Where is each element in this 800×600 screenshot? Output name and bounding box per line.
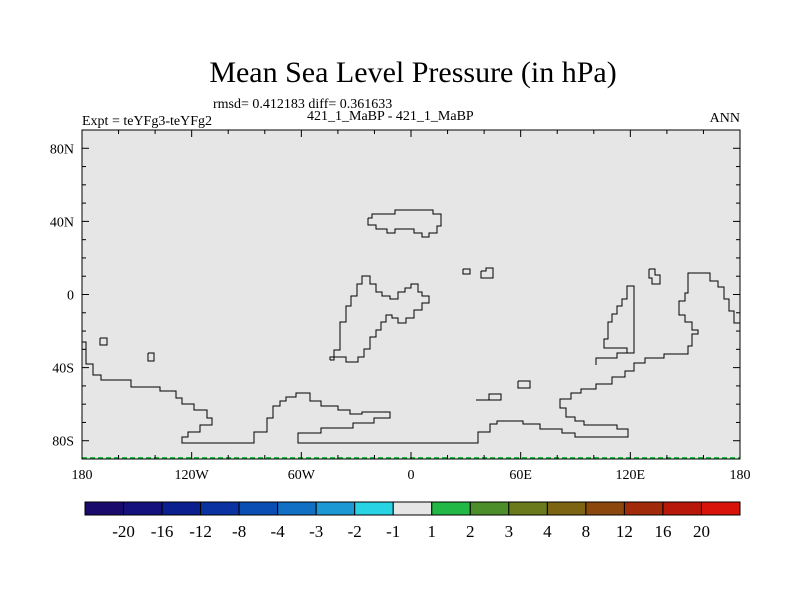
x-tick-label: 180 <box>730 468 751 483</box>
x-tick-label: 120E <box>616 468 646 483</box>
colorbar-swatch <box>200 501 240 516</box>
map-background <box>82 130 740 459</box>
colorbar-label: -1 <box>386 522 400 541</box>
colorbar-swatch <box>123 501 163 516</box>
colorbar-label: 20 <box>693 522 710 541</box>
colorbar-swatch <box>585 501 625 516</box>
x-tick-label: 60W <box>288 468 316 483</box>
coastline-small-island-3 <box>480 267 494 279</box>
colorbar-label: -3 <box>309 522 323 541</box>
colorbar-swatch <box>315 501 356 516</box>
coastline-australia <box>595 285 635 365</box>
coastline-small-island-2 <box>462 268 471 275</box>
colorbar-label: -12 <box>189 522 212 541</box>
y-tick-label: 40S <box>52 362 74 377</box>
run-label: 421_1_MaBP - 421_1_MaBP <box>307 109 474 124</box>
stats-label: rmsd= 0.412183 diff= 0.361633 <box>213 97 392 112</box>
colorbar-label: 12 <box>616 522 633 541</box>
chart-title: Mean Sea Level Pressure (in hPa) <box>209 56 616 89</box>
season-label: ANN <box>710 111 740 126</box>
y-tick-label: 80S <box>52 435 74 450</box>
coastline-north-atlantic <box>367 209 442 238</box>
x-tick-label: 120W <box>175 468 210 483</box>
colorbar-swatch <box>84 501 125 516</box>
colorbar-swatch <box>662 501 702 516</box>
coastline-small-island-4 <box>648 268 661 285</box>
coastline-subantarctic <box>476 393 502 401</box>
colorbar-swatch <box>277 501 317 516</box>
x-tick-label: 180 <box>72 468 93 483</box>
y-tick-label: 80N <box>50 142 74 157</box>
expt-label: Expt = teYFg3-teYFg2 <box>82 114 212 129</box>
colorbar-swatch <box>431 501 471 516</box>
colorbar-label: 2 <box>466 522 475 541</box>
colorbar-label: 3 <box>505 522 514 541</box>
colorbar-label: 8 <box>582 522 591 541</box>
colorbar: -20 -16 -12 -8 -4 -3 -2 -1 1 2 3 4 8 12 16 20 <box>84 501 741 541</box>
colorbar-label: -20 <box>112 522 135 541</box>
y-tick-label: 40N <box>50 215 74 230</box>
colorbar-label: 16 <box>654 522 671 541</box>
colorbar-swatch <box>700 501 741 516</box>
coastline-africa <box>329 275 430 363</box>
colorbar-swatch <box>508 501 548 516</box>
colorbar-swatch <box>469 501 510 516</box>
coastline-mid-pacific <box>99 337 108 346</box>
map-plot-area: 180 120W 60W 0 60E 120E 180 80N 40N 0 40S 80S <box>50 129 751 483</box>
y-tick-label: 0 <box>67 289 74 304</box>
colorbar-label: -16 <box>151 522 174 541</box>
colorbar-swatch <box>238 501 279 516</box>
colorbar-label: 1 <box>428 522 437 541</box>
colorbar-swatch <box>161 501 202 516</box>
x-tick-label: 0 <box>408 468 415 483</box>
colorbar-swatch <box>392 501 433 516</box>
coastline-south-atlantic-small <box>517 380 531 389</box>
coastline-south-america-west <box>82 272 741 444</box>
colorbar-swatch <box>546 501 587 516</box>
colorbar-label: -8 <box>232 522 246 541</box>
colorbar-label: 4 <box>543 522 552 541</box>
colorbar-swatch <box>354 501 394 516</box>
coastline-small-island-1 <box>147 352 155 362</box>
coastlines <box>82 209 741 444</box>
x-tick-label: 60E <box>509 468 532 483</box>
colorbar-label: -4 <box>271 522 286 541</box>
colorbar-swatch <box>623 501 664 516</box>
colorbar-label: -2 <box>348 522 362 541</box>
x-axis: 180 120W 60W 0 60E 120E 180 <box>72 130 751 483</box>
y-axis: 80N 40N 0 40S 80S <box>50 142 740 450</box>
